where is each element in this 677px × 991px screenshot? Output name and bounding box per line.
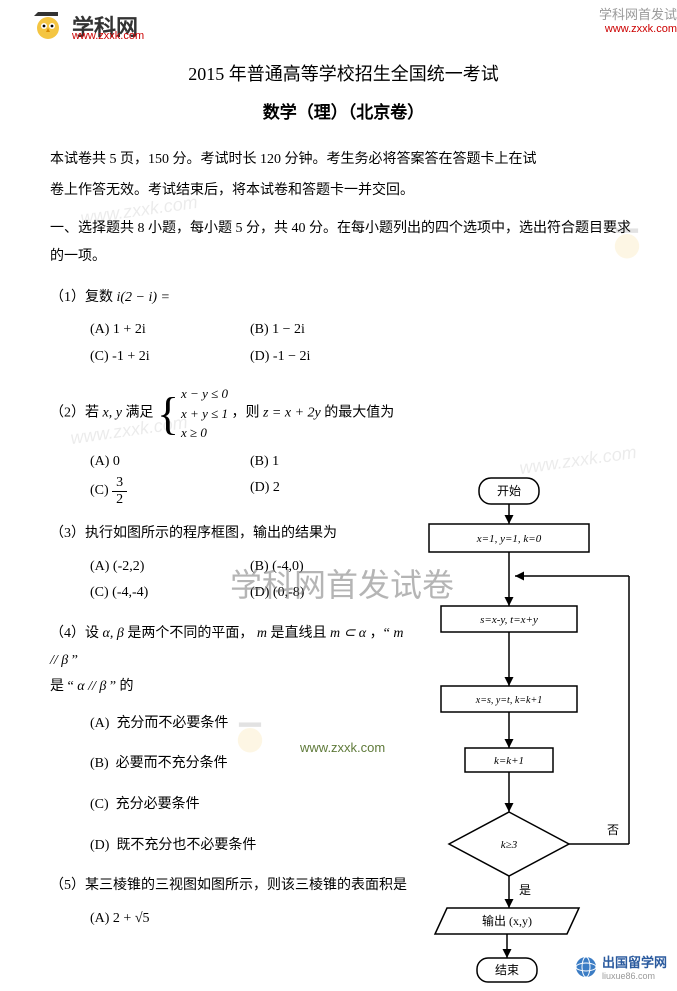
fc-cond: k≥3 bbox=[501, 839, 518, 851]
q4-b-lbl: (B) bbox=[90, 756, 109, 771]
q2-c-den: 2 bbox=[112, 492, 127, 507]
fc-output: 输出 (x,y) bbox=[482, 913, 532, 928]
intro-line-2: 卷上作答无效。考试结束后，将本试卷和答题卡一并交回。 bbox=[50, 176, 637, 207]
watermark-small: www.zxxk.com bbox=[300, 740, 385, 755]
owl-icon bbox=[30, 8, 66, 44]
q4-mina: m ⊂ α bbox=[330, 626, 366, 641]
footer-url: liuxue86.com bbox=[602, 971, 667, 981]
q2-stem-b: 满足 bbox=[125, 406, 157, 421]
q4-opt-b: 必要而不充分条件 bbox=[116, 756, 228, 771]
page-title: 2015 年普通高等学校招生全国统一考试 bbox=[50, 60, 637, 86]
fc-no: 否 bbox=[607, 823, 619, 837]
q4-apb: α // β bbox=[77, 679, 106, 694]
q3-opt-a: (A) (-2,2) bbox=[90, 554, 250, 581]
q2-c-num: 3 bbox=[112, 475, 127, 491]
site-url: www.zxxk.com bbox=[72, 30, 144, 42]
top-right-text: 学科网首发试 bbox=[599, 4, 677, 23]
q1-opt-c: (C) -1 + 2i bbox=[90, 344, 250, 371]
footer-logo: 出国留学网 liuxue86.com bbox=[574, 952, 667, 981]
globe-icon bbox=[574, 955, 598, 979]
q4-d-lbl: (D) bbox=[90, 838, 109, 853]
q1-opt-a: (A) 1 + 2i bbox=[90, 317, 250, 344]
q4-c-lbl: (C) bbox=[90, 797, 109, 812]
fc-end: 结束 bbox=[495, 963, 519, 977]
fc-step1: s=x-y, t=x+y bbox=[480, 614, 538, 626]
q4-opt-c: 充分必要条件 bbox=[116, 797, 200, 812]
q2-sys-2: x + y ≤ 1 bbox=[181, 406, 228, 421]
top-right-url: www.zxxk.com bbox=[599, 23, 677, 35]
q5-opt-a: (A) 2 + √5 bbox=[90, 906, 250, 933]
flowchart: 开始 x=1, y=1, k=0 s=x-y, t=x+y x=s, y=t, … bbox=[399, 476, 659, 976]
q4-b: 是两个不同的平面， bbox=[127, 626, 253, 641]
q4-e: ” bbox=[72, 653, 78, 668]
q2-opt-b: (B) 1 bbox=[250, 449, 410, 476]
q4-opt-d: 既不充分也不必要条件 bbox=[116, 838, 256, 853]
q4-c: 是直线且 bbox=[270, 626, 330, 641]
q3-opt-b: (B) (-4,0) bbox=[250, 554, 410, 581]
q2-opt-a: (A) 0 bbox=[90, 449, 250, 476]
q3-opt-d: (D) (0,-8) bbox=[250, 580, 410, 607]
q2-opt-c: (C) 3 2 bbox=[90, 475, 250, 507]
q3-opt-c: (C) (-4,-4) bbox=[90, 580, 250, 607]
q2-expr: z = x + 2y bbox=[263, 406, 321, 421]
top-right-block: 学科网首发试 www.zxxk.com bbox=[599, 4, 677, 35]
intro-line-1: 本试卷共 5 页，150 分。考试时长 120 分钟。考生务必将答案答在答题卡上… bbox=[50, 145, 637, 176]
q4-ab: α, β bbox=[103, 626, 124, 641]
q2-system: { x − y ≤ 0 x + y ≤ 1 x ≥ 0 bbox=[157, 384, 228, 443]
q2-sys-1: x − y ≤ 0 bbox=[181, 386, 228, 401]
q4-opt-a: 充分而不必要条件 bbox=[116, 716, 228, 731]
footer-site: 出国留学网 bbox=[602, 952, 667, 971]
q2-stem-c: ，则 bbox=[231, 406, 263, 421]
question-1: （1）复数 i(2 − i) = (A) 1 + 2i (B) 1 − 2i (… bbox=[50, 285, 637, 371]
q4-a-lbl: (A) bbox=[90, 716, 109, 731]
section-1-heading: 一、选择题共 8 小题，每小题 5 分，共 40 分。在每小题列出的四个选项中，… bbox=[50, 215, 637, 271]
watermark-logo-3 bbox=[230, 718, 270, 763]
q4-d: ，“ bbox=[370, 626, 394, 641]
q2-sys-3: x ≥ 0 bbox=[181, 425, 207, 440]
q4-l2b: ” 的 bbox=[110, 679, 134, 694]
fc-step2: x=s, y=t, k=k+1 bbox=[475, 695, 542, 706]
q1-opt-b: (B) 1 − 2i bbox=[250, 317, 410, 344]
q1-opt-d: (D) -1 − 2i bbox=[250, 344, 410, 371]
q4-m: m bbox=[257, 626, 267, 641]
fc-init: x=1, y=1, k=0 bbox=[476, 533, 542, 545]
q4-a: （4）设 bbox=[50, 626, 103, 641]
q2-opt-d: (D) 2 bbox=[250, 475, 410, 507]
q5-stem: （5）某三棱锥的三视图如图所示，则该三棱锥的表面积是 bbox=[50, 878, 407, 893]
fc-yes: 是 bbox=[519, 883, 531, 897]
fc-start: 开始 bbox=[497, 484, 521, 498]
q2-stem-d: 的最大值为 bbox=[324, 406, 394, 421]
page-subtitle: 数学（理）（北京卷） bbox=[50, 98, 637, 123]
q2-stem-a: （2）若 bbox=[50, 406, 103, 421]
q2-xy: x, y bbox=[103, 406, 122, 421]
q1-stem: （1）复数 bbox=[50, 290, 117, 305]
q1-expr: i(2 − i) = bbox=[117, 290, 171, 305]
q3-stem: （3）执行如图所示的程序框图，输出的结果为 bbox=[50, 526, 337, 541]
watermark-logo-2 bbox=[607, 224, 647, 269]
q4-l2a: 是 “ bbox=[50, 679, 77, 694]
q2-c-frac: 3 2 bbox=[112, 475, 127, 507]
q2-c-label: (C) bbox=[90, 484, 112, 499]
fc-kinc: k=k+1 bbox=[494, 755, 524, 767]
